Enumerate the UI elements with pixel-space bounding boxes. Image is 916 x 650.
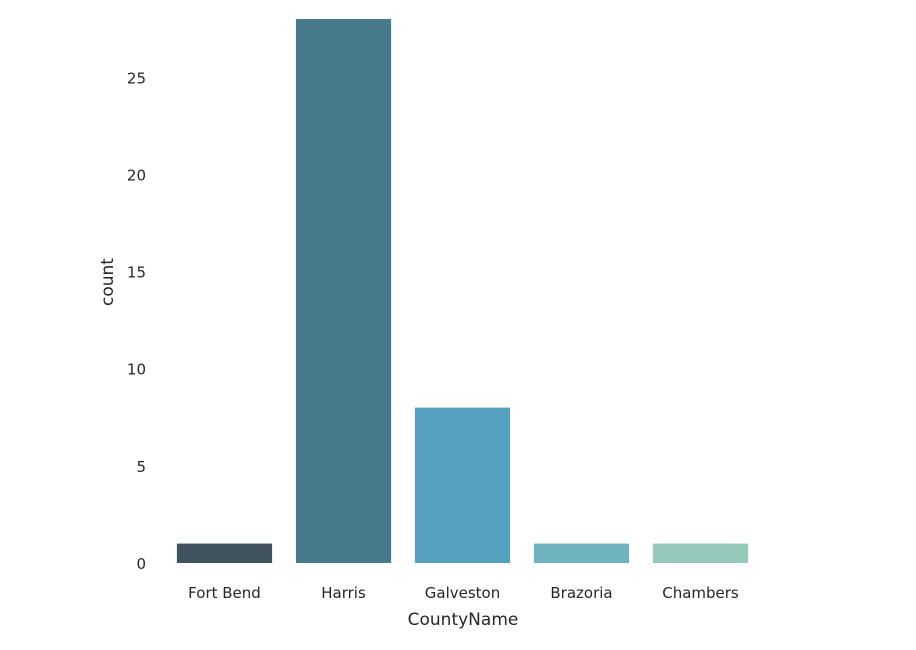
x-tick-label: Harris bbox=[321, 584, 366, 602]
x-tick-label: Fort Bend bbox=[188, 584, 261, 602]
x-tick-label: Chambers bbox=[662, 584, 739, 602]
x-tick-label: Brazoria bbox=[550, 584, 612, 602]
y-tick-labels: 0 5 10 15 20 25 bbox=[127, 69, 146, 573]
x-axis-label: CountyName bbox=[408, 610, 519, 630]
y-tick-label: 0 bbox=[136, 555, 146, 573]
y-tick-label: 25 bbox=[127, 69, 146, 87]
bar-harris bbox=[295, 19, 392, 563]
bar-brazoria bbox=[533, 543, 630, 563]
bar-fort-bend bbox=[176, 543, 273, 563]
x-tick-labels: Fort Bend Harris Galveston Brazoria Chambers bbox=[188, 584, 739, 602]
y-tick-label: 15 bbox=[127, 264, 146, 282]
y-tick-label: 10 bbox=[127, 361, 146, 379]
bar-chambers bbox=[652, 543, 749, 563]
bar-galveston bbox=[414, 407, 511, 563]
y-axis-label: count bbox=[98, 258, 118, 306]
bars-group bbox=[176, 19, 749, 563]
x-tick-label: Galveston bbox=[425, 584, 500, 602]
y-tick-label: 20 bbox=[127, 166, 146, 184]
y-tick-label: 5 bbox=[136, 458, 146, 476]
